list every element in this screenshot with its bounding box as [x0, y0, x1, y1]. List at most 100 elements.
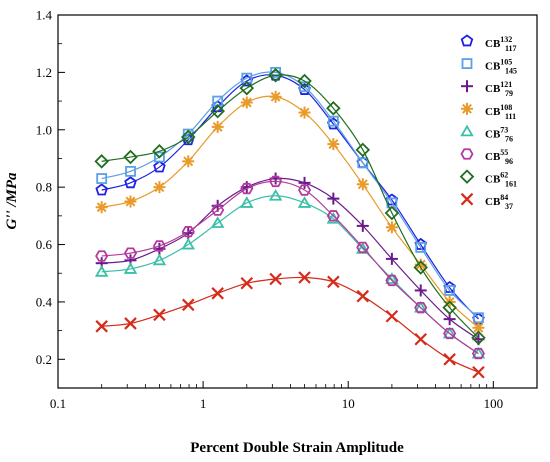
series-1-point-12: [444, 285, 456, 296]
y-tick-label-6: 1.4: [36, 8, 53, 23]
legend-label-1: CB105 145: [485, 58, 517, 76]
axis-layer: 0.1 1 10 100 0.2 0.4 0.6 0.8 1.0 1.2 1.4: [36, 8, 503, 412]
series-5-point-6: [269, 175, 283, 188]
legend-entry-1: CB105 145: [461, 58, 517, 76]
series-7-point-1: [124, 317, 137, 330]
series-6-point-11: [413, 260, 428, 275]
series-0: [95, 68, 485, 325]
legend-label-5: CB55 96: [485, 148, 513, 166]
series-6-point-5: [239, 80, 255, 96]
legend-label-sup: 105: [500, 58, 512, 67]
series-0-point-0: [95, 183, 108, 196]
y-axis-title: G'' /MPa: [4, 172, 20, 230]
y-tick-label-3: 0.8: [36, 180, 52, 195]
series-3-point-3: [182, 155, 195, 168]
legend-label-sup: 84: [500, 193, 508, 202]
legend-entry-5: CB55 96: [460, 148, 513, 166]
series-4-point-7: [297, 196, 312, 208]
x-axis-title: Percent Double Strain Amplitude: [190, 440, 404, 456]
x-tick-label-0: 0.1: [50, 396, 66, 411]
legend-label-sub: 145: [505, 67, 517, 76]
series-6-point-6: [268, 67, 283, 83]
series-6-point-1: [123, 149, 138, 165]
series-5-point-12: [443, 327, 457, 340]
legend-entry-0: CB132 117: [460, 34, 517, 53]
series-7-point-8: [327, 275, 340, 289]
series-2-point-10: [385, 252, 398, 265]
series-line-6: [101, 74, 479, 339]
series-line-0: [101, 74, 479, 320]
legend-label-base: CB: [485, 61, 501, 73]
series-6-point-7: [297, 73, 312, 89]
y-tick-label-0: 0.2: [36, 352, 52, 367]
series-5-point-2: [152, 240, 166, 252]
legend-entry-6: CB62 161: [459, 169, 517, 189]
series-3-point-0: [95, 201, 108, 214]
series-4-point-0: [94, 264, 109, 277]
series-7-point-7: [298, 271, 311, 284]
series-1-point-1: [125, 165, 136, 177]
legend-entry-3: CB108 111: [461, 102, 516, 121]
series-7-point-9: [356, 289, 370, 303]
series-line-3: [101, 95, 479, 329]
series-5-point-11: [414, 301, 428, 314]
series-3-point-4: [211, 120, 224, 133]
series-5-point-8: [326, 210, 340, 222]
legend-entry-4: CB73 76: [460, 124, 513, 143]
legend-label-sub: 76: [505, 134, 513, 143]
series-7-point-12: [443, 353, 456, 366]
legend-marker-2: [461, 80, 473, 93]
y-tick-label-2: 0.6: [36, 237, 53, 252]
legend-marker-5: [460, 148, 474, 160]
series-5-point-9: [356, 241, 370, 254]
series-3-point-8: [327, 138, 340, 151]
series-1-point-9: [357, 157, 369, 169]
legend-label-base: CB: [485, 196, 501, 208]
legend-label-base: CB: [485, 38, 501, 50]
series-6-point-10: [384, 205, 400, 221]
series-5-point-7: [297, 184, 312, 196]
series-2-point-12: [443, 313, 456, 326]
legend-label-sub: 111: [505, 112, 516, 121]
series-3-point-5: [240, 96, 253, 109]
series-6-point-9: [355, 142, 371, 158]
series-6: [94, 67, 486, 346]
series-7-point-2: [153, 308, 166, 322]
series-1-point-6: [270, 66, 282, 78]
legend-label-3: CB108 111: [485, 103, 516, 121]
legend-entry-2: CB121 79: [461, 80, 513, 98]
series-3: [95, 90, 485, 334]
legend-marker-7: [460, 192, 474, 206]
legend-marker-6: [459, 169, 475, 184]
series-4-point-3: [181, 237, 196, 250]
legend-label-sup: 55: [500, 148, 508, 157]
series-6-point-13: [471, 330, 486, 346]
legend-label-sup: 73: [500, 125, 508, 134]
series-3-point-6: [269, 90, 282, 103]
series-5-point-1: [123, 247, 138, 259]
series-7-point-11: [414, 332, 427, 346]
series-1-point-0: [96, 173, 108, 184]
y-tick-label-4: 1.0: [36, 122, 52, 137]
legend-label-sup: 121: [500, 80, 512, 89]
series-6-point-8: [326, 100, 341, 116]
y-tick-label-5: 1.2: [36, 65, 52, 80]
series-3-point-13: [472, 321, 485, 334]
series-2-point-11: [414, 284, 427, 297]
series-2-point-7: [298, 176, 311, 189]
series-4-point-2: [152, 253, 167, 266]
series-1-point-7: [299, 81, 310, 93]
series-2-point-8: [327, 192, 340, 205]
series-line-4: [101, 195, 479, 355]
series-4-point-4: [210, 216, 225, 228]
series-5-point-13: [471, 347, 485, 360]
legend-label-sup: 108: [500, 103, 512, 112]
legend-label-sup: 62: [500, 171, 508, 180]
series-line-5: [101, 180, 479, 355]
series-7-point-13: [472, 365, 485, 379]
series-3-point-9: [356, 178, 369, 191]
x-tick-label-1: 1: [200, 396, 207, 411]
legend-entry-7: CB84 37: [460, 192, 513, 211]
series-6-point-2: [152, 144, 167, 159]
